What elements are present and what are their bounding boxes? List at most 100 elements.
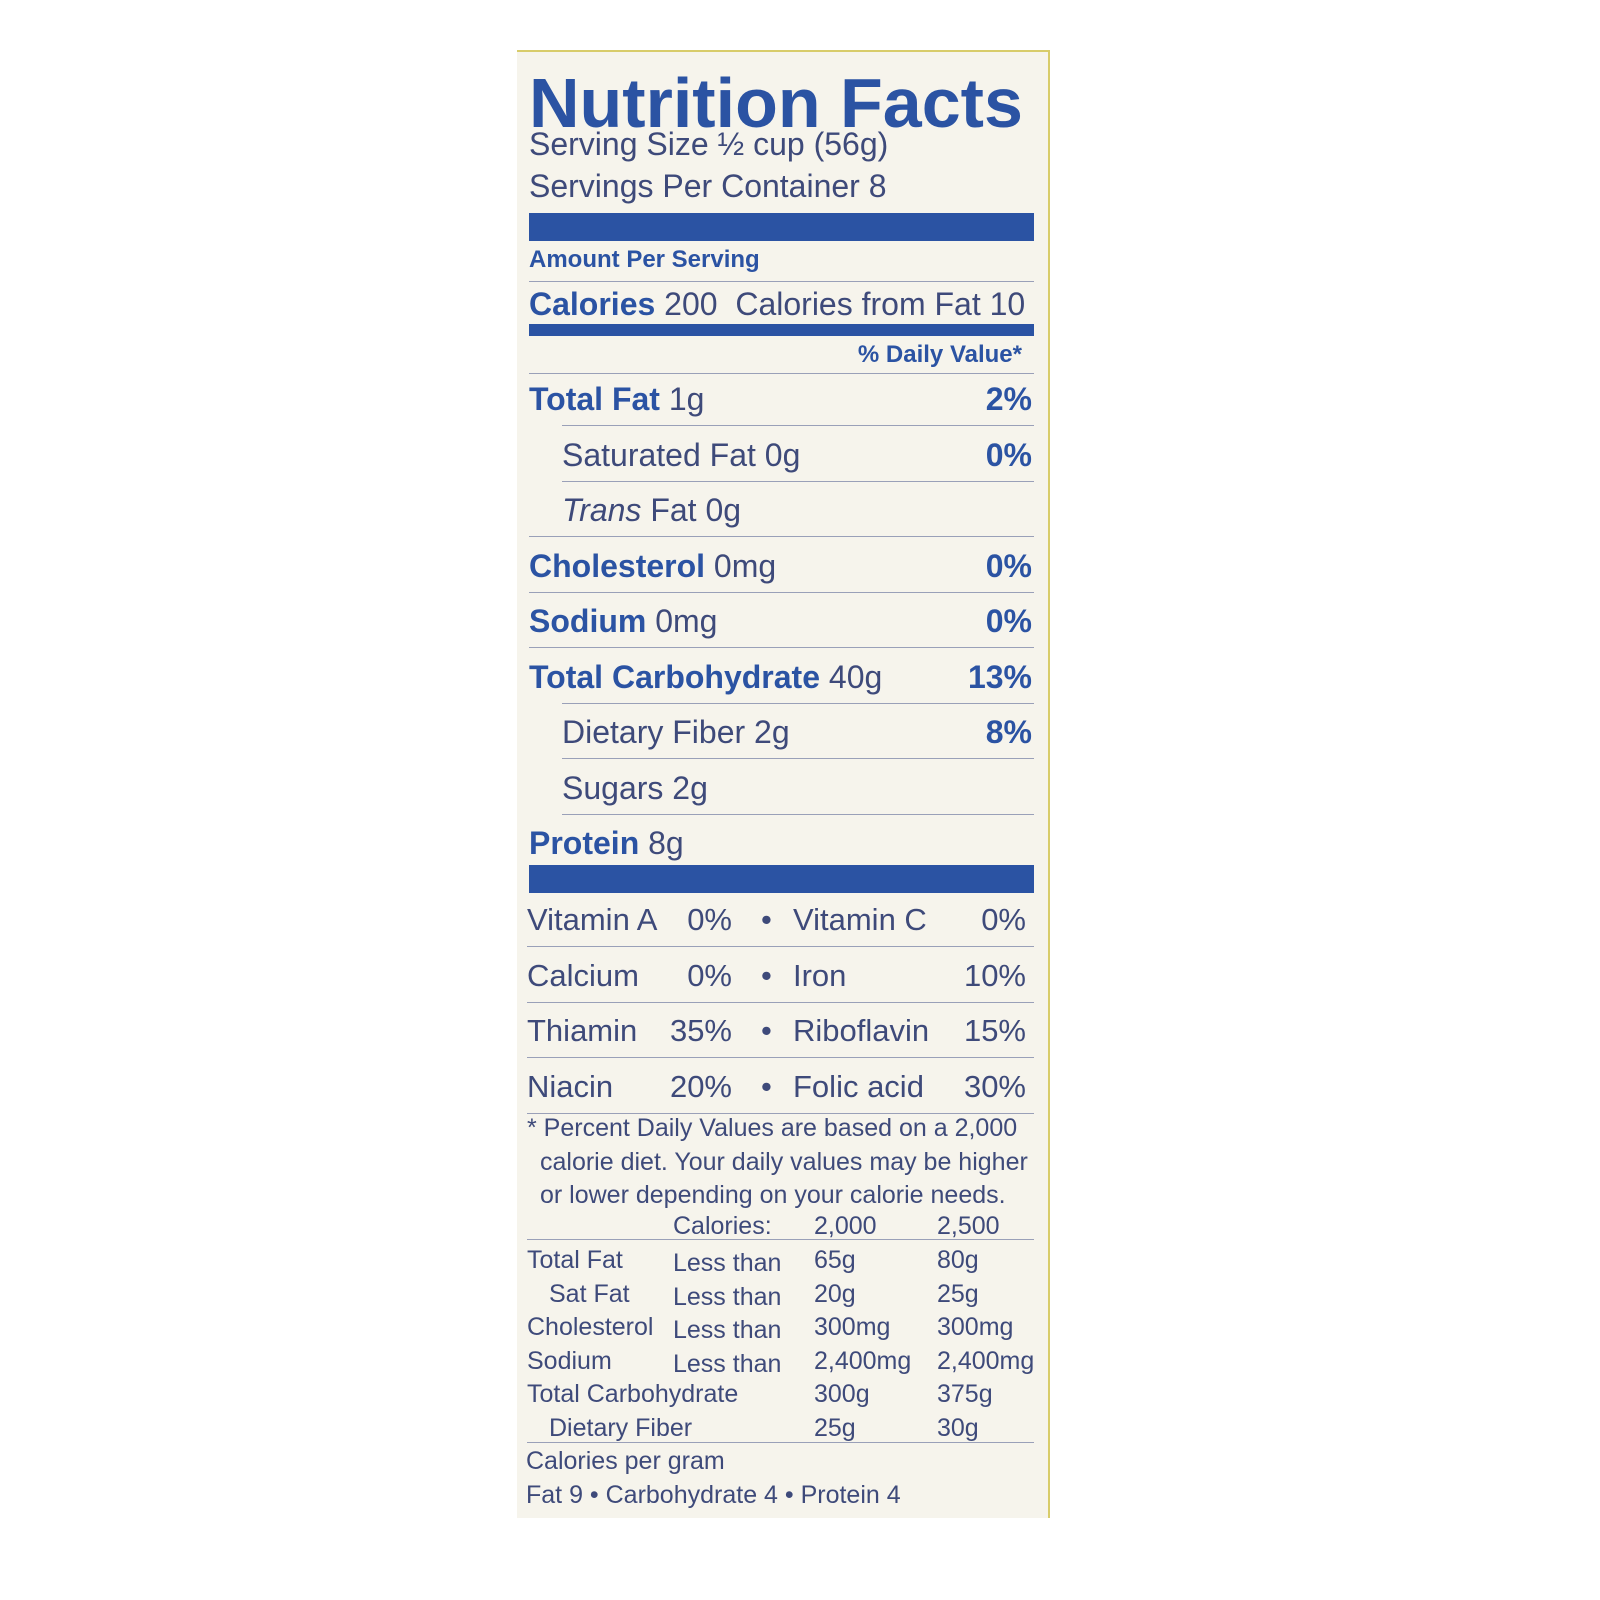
nutrient-name: Sugars xyxy=(562,769,664,806)
footnote-table-cell: Less than xyxy=(673,1316,782,1344)
nutrient-name: Trans xyxy=(562,492,642,528)
nutrient-label: Sodium 0mg xyxy=(529,603,717,640)
footnote-line: calorie diet. Your daily values may be h… xyxy=(540,1148,1028,1176)
vitamin-b: Vitamin C xyxy=(793,902,927,937)
nutrient-name: Total Fat xyxy=(529,381,660,417)
title: Nutrition Facts xyxy=(529,64,1023,142)
vitamin-av: 35% xyxy=(669,1013,732,1048)
footnote-table-cell: Sodium xyxy=(527,1346,612,1375)
footnote-table-cell: Less than xyxy=(673,1349,782,1378)
footnote-table-cell: Sat Fat xyxy=(549,1279,630,1308)
serving-size: Serving Size ½ cup (56g) xyxy=(529,126,889,162)
divider xyxy=(527,1001,1034,1003)
footnote-table-cell: 80g xyxy=(937,1246,979,1274)
nutrient-label: Trans Fat 0g xyxy=(562,492,741,529)
footnote-table-cell: 2,400mg xyxy=(937,1346,1035,1375)
nutrient-label: Saturated Fat 0g xyxy=(562,437,800,474)
bullet: • xyxy=(761,902,772,937)
calories-per-gram: Calories per gram xyxy=(526,1447,725,1475)
footnote-table-cell: Total Fat xyxy=(527,1246,623,1274)
footnote-table-cell: 2,400mg xyxy=(814,1346,912,1375)
nutrient-name: Dietary Fiber xyxy=(562,714,746,750)
vitamin-b: Riboflavin xyxy=(793,1013,930,1048)
vitamin-av: 0% xyxy=(687,957,732,993)
footnote-table-cell: Total Carbohydrate xyxy=(527,1380,739,1408)
nutrient-row: Trans Fat 0g xyxy=(529,492,1032,532)
bullet: • xyxy=(761,1013,772,1048)
nutrient-row: Total Fat 1g 2% xyxy=(529,381,1032,421)
vitamin-row: Thiamin 35% • Riboflavin 15% xyxy=(527,1013,1026,1053)
footnote-table-cell: 20g xyxy=(814,1279,856,1308)
nutrient-amount: 8g xyxy=(648,825,684,861)
footnote-table-cell: 300g xyxy=(814,1380,870,1408)
footnote-table-cell: Cholesterol xyxy=(527,1313,654,1341)
nutrient-daily-value: 0% xyxy=(985,603,1032,639)
footnote-table-cell: 25g xyxy=(814,1413,856,1442)
nutrient-name: Sodium xyxy=(529,603,647,639)
vitamin-row: Calcium 0% • Iron 10% xyxy=(527,958,1026,998)
amount-per-serving: Amount Per Serving xyxy=(529,246,760,273)
vitamin-a: Niacin xyxy=(527,1068,614,1104)
footnote-table-cell: 25g xyxy=(937,1279,979,1308)
vitamin-b: Iron xyxy=(793,957,847,993)
vitamin-a: Calcium xyxy=(527,957,639,993)
vitamin-a: Vitamin A xyxy=(527,902,658,937)
divider xyxy=(562,758,1034,759)
nutrient-label: Dietary Fiber 2g xyxy=(562,714,790,751)
footnote-line: * Percent Daily Values are based on a 2,… xyxy=(527,1114,1018,1142)
vitamin-bv: 10% xyxy=(963,957,1026,993)
footnote-table-header: 2,500 xyxy=(937,1212,1000,1240)
footnote-table-cell: Less than xyxy=(673,1282,782,1311)
vitamin-av: 20% xyxy=(669,1068,732,1104)
footnote-table-cell: 300mg xyxy=(814,1313,891,1341)
divider xyxy=(529,281,1034,282)
divider xyxy=(562,702,1034,704)
vitamin-bv: 0% xyxy=(981,902,1026,937)
nutrient-label: Total Carbohydrate 40g xyxy=(529,659,882,696)
nutrition-facts-panel: Nutrition Facts Serving Size ½ cup (56g)… xyxy=(517,50,1050,1518)
vitamin-row: Vitamin A 0% • Vitamin C 0% xyxy=(527,902,1026,942)
nutrient-daily-value: 0% xyxy=(985,547,1032,584)
calories-row: Calories 200 Calories from Fat 10 xyxy=(529,288,1025,320)
thick-divider xyxy=(529,865,1034,893)
divider xyxy=(562,813,1034,815)
vitamin-row: Niacin 20% • Folic acid 30% xyxy=(527,1069,1026,1109)
divider xyxy=(527,1112,1034,1114)
divider xyxy=(562,425,1034,426)
nutrient-amount: 1g xyxy=(668,381,705,417)
nutrient-amount: 0g xyxy=(764,436,801,473)
nutrient-amount: 2g xyxy=(754,714,790,750)
vitamin-bv: 15% xyxy=(963,1013,1026,1048)
nutrient-amount: 2g xyxy=(672,769,708,806)
footnote-line: or lower depending on your calorie needs… xyxy=(540,1181,1006,1209)
calories-per-gram-values: Fat 9 • Carbohydrate 4 • Protein 4 xyxy=(526,1481,901,1509)
nutrient-row: Cholesterol 0mg 0% xyxy=(529,548,1032,588)
servings-per-container: Servings Per Container 8 xyxy=(529,168,887,204)
divider xyxy=(529,373,1034,374)
vitamin-av: 0% xyxy=(687,902,732,937)
nutrient-row: Saturated Fat 0g 0% xyxy=(529,437,1032,477)
bullet: • xyxy=(761,957,772,993)
footnote-table-cell: Dietary Fiber xyxy=(549,1413,693,1442)
nutrient-row: Protein 8g xyxy=(529,825,1032,865)
nutrient-row: Dietary Fiber 2g 8% xyxy=(529,714,1032,754)
footnote-table-cell: Less than xyxy=(673,1249,782,1277)
nutrient-amount: 0mg xyxy=(655,603,718,639)
divider xyxy=(527,946,1034,947)
divider xyxy=(527,1057,1034,1058)
vitamin-b: Folic acid xyxy=(793,1068,924,1104)
divider xyxy=(529,647,1034,648)
divider xyxy=(529,591,1034,593)
footnote-table-cell: 375g xyxy=(937,1380,993,1408)
daily-value-header: % Daily Value* xyxy=(857,341,1022,368)
nutrient-name: Total Carbohydrate xyxy=(529,658,820,695)
nutrient-daily-value: 0% xyxy=(985,436,1032,473)
bullet: • xyxy=(761,1068,772,1104)
nutrient-amount: 0mg xyxy=(713,547,777,584)
footnote-table-cell: 300mg xyxy=(937,1313,1014,1341)
footnote-table-cell: 65g xyxy=(814,1246,856,1274)
nutrient-name: Saturated Fat xyxy=(562,436,756,473)
nutrient-amount: 40g xyxy=(828,658,883,695)
footnote-table-cell: 30g xyxy=(937,1413,979,1442)
divider xyxy=(529,536,1034,537)
